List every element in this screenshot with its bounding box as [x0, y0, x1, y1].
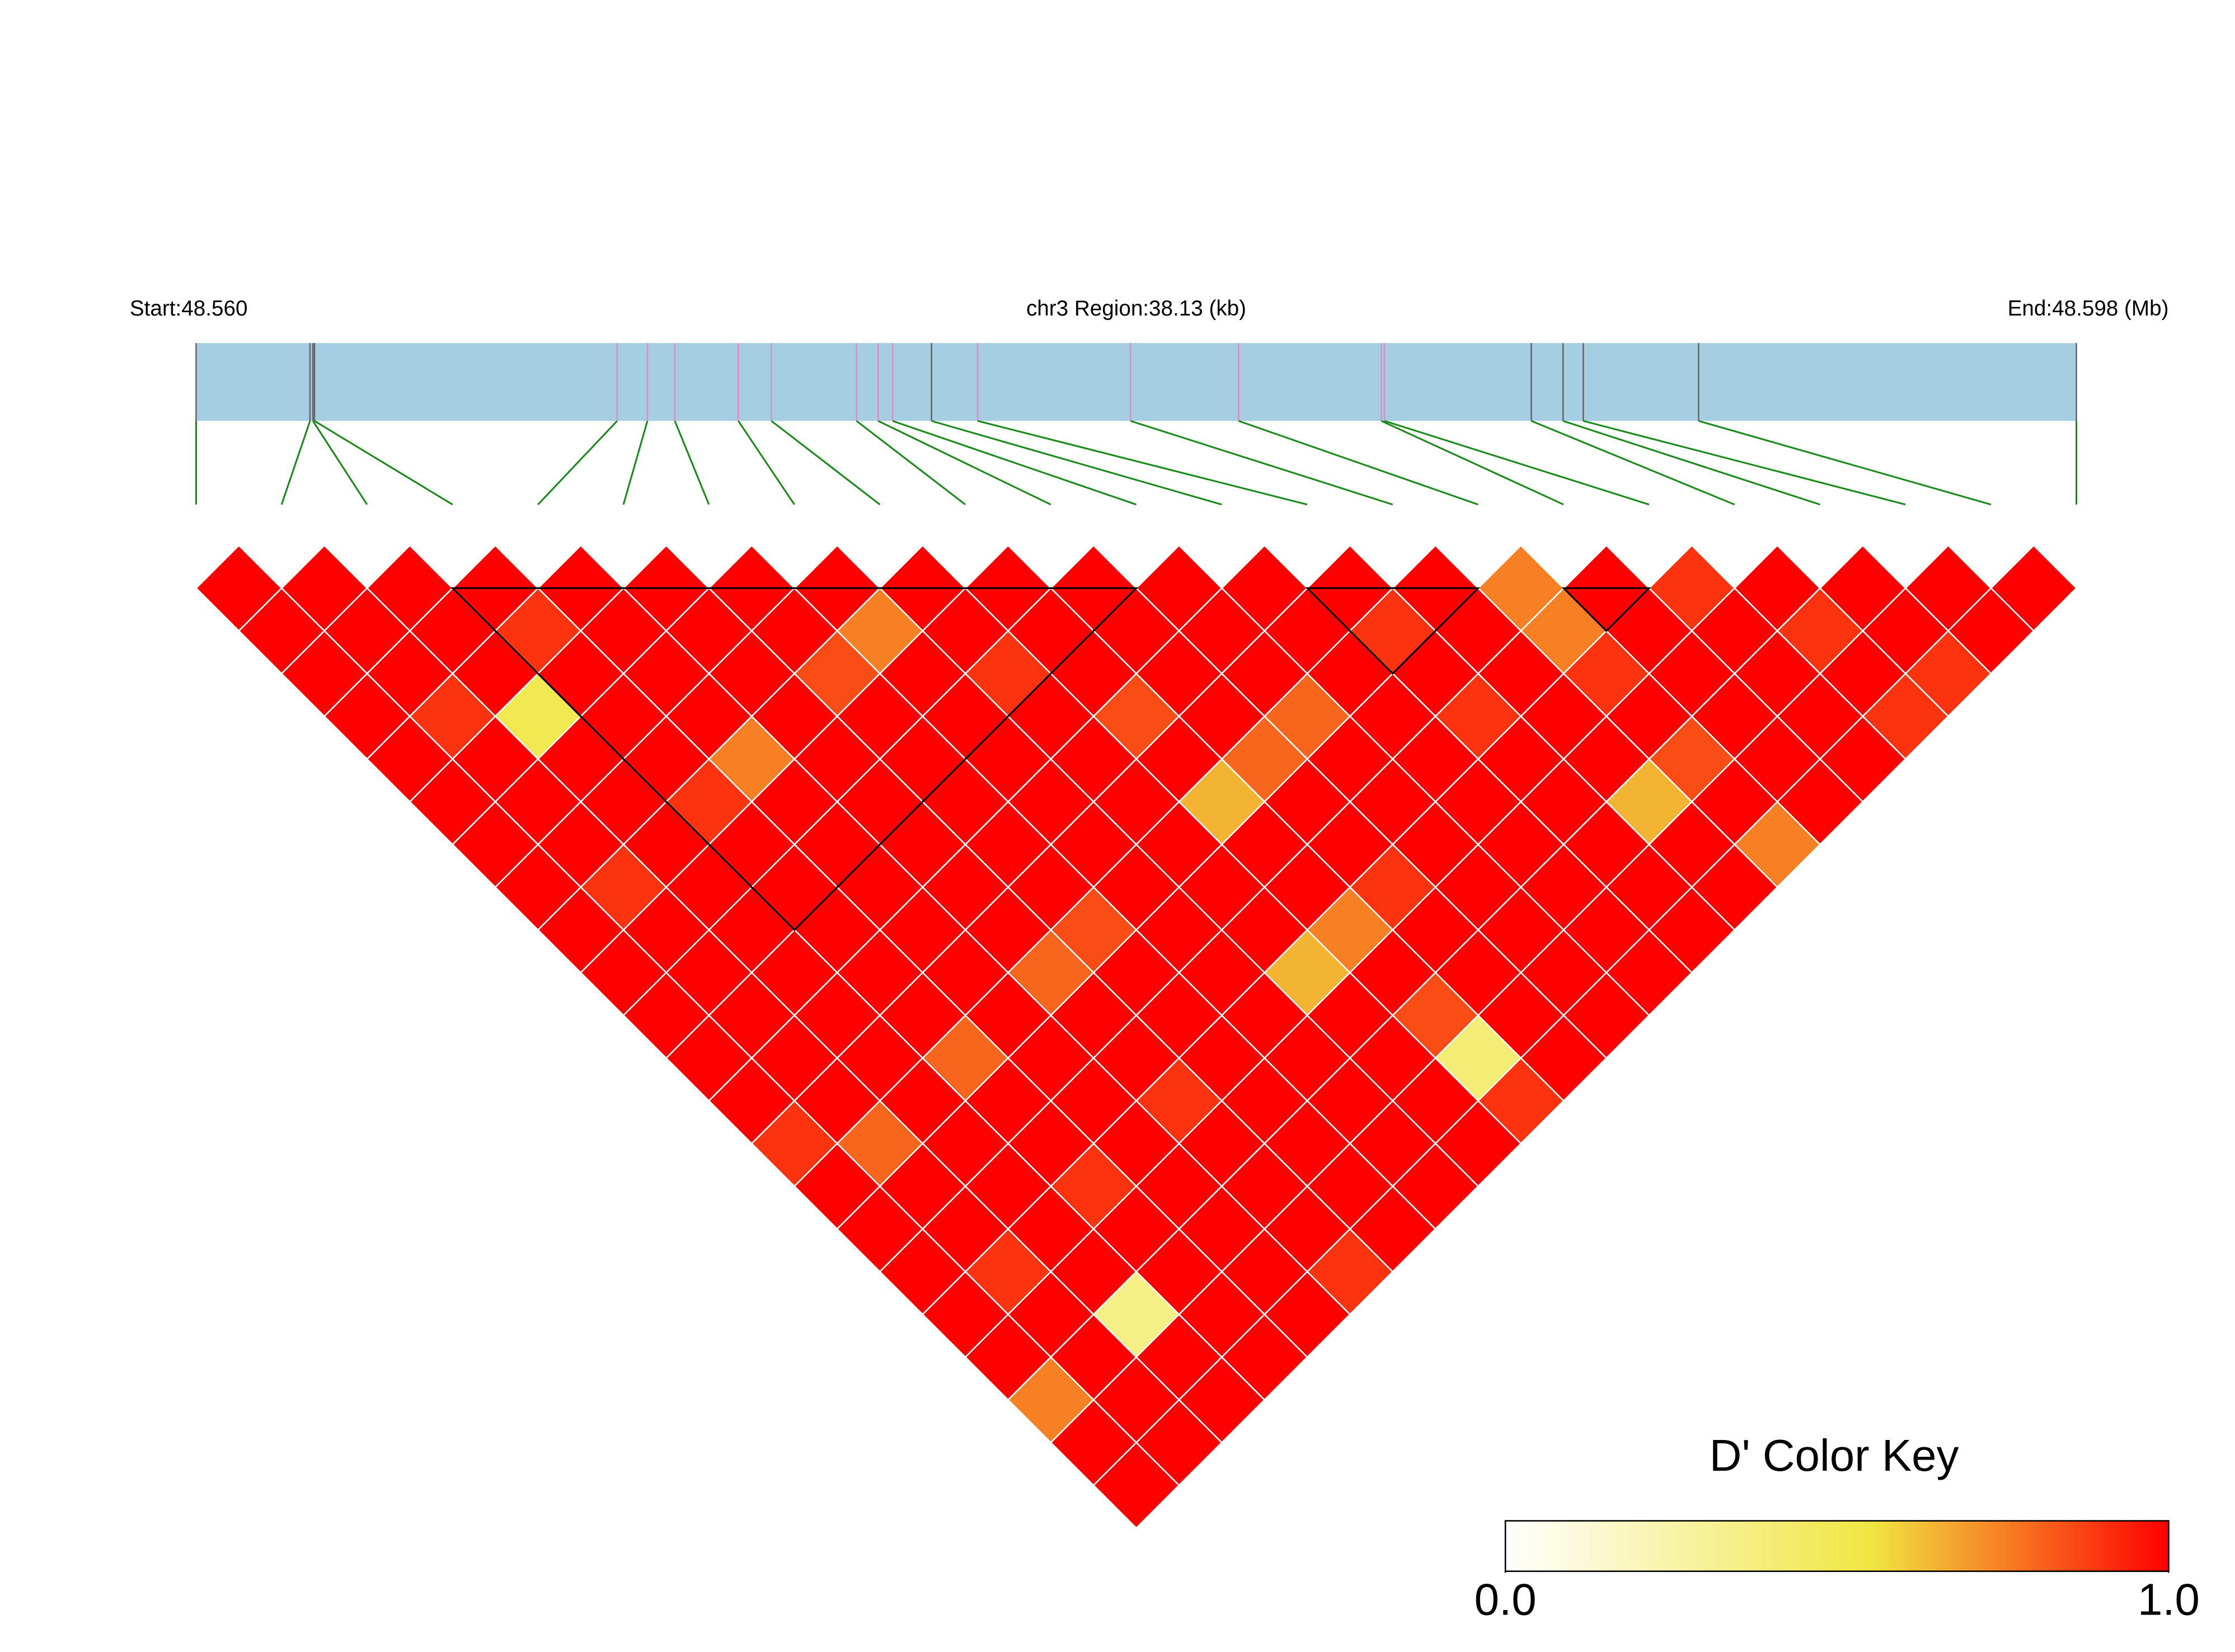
snp-connector	[1238, 420, 1478, 506]
snp-connector	[856, 420, 966, 506]
ld-block	[450, 587, 1139, 931]
snp-connector	[537, 420, 618, 505]
gene-bar	[196, 343, 2077, 421]
ld-block	[1561, 587, 1651, 632]
end-label: End:48.598 (Mb)	[2008, 296, 2169, 321]
snp-connector	[1583, 420, 1906, 506]
snp-connector	[1698, 420, 1992, 506]
region-label: chr3 Region:38.13 (kb)	[1026, 296, 1246, 321]
ld-cell	[1092, 1441, 1180, 1529]
snp-connector	[674, 420, 710, 505]
snp-connector	[977, 420, 1308, 506]
key-title: D' Color Key	[1710, 1430, 1959, 1480]
snp-connector	[1562, 420, 1820, 506]
snp-connector	[931, 420, 1222, 506]
key-tick-label: 1.0	[2138, 1574, 2200, 1624]
snp-connector	[1530, 420, 1735, 506]
color-key	[1504, 1520, 2170, 1572]
snp-connector	[622, 421, 649, 505]
snp-connector	[312, 420, 368, 505]
snp-connector	[771, 420, 881, 506]
ld-block	[1305, 587, 1481, 675]
snp-connector	[280, 420, 311, 505]
snp-connector	[738, 420, 795, 505]
snp-connector	[1130, 420, 1393, 506]
key-tick-label: 0.0	[1475, 1574, 1537, 1624]
snp-connector	[1381, 420, 1564, 506]
snp-connector	[314, 420, 453, 506]
snp-connector	[877, 420, 1051, 506]
snp-connector	[892, 420, 1137, 506]
snp-connector	[1384, 420, 1650, 506]
start-label: Start:48.560	[130, 296, 248, 321]
